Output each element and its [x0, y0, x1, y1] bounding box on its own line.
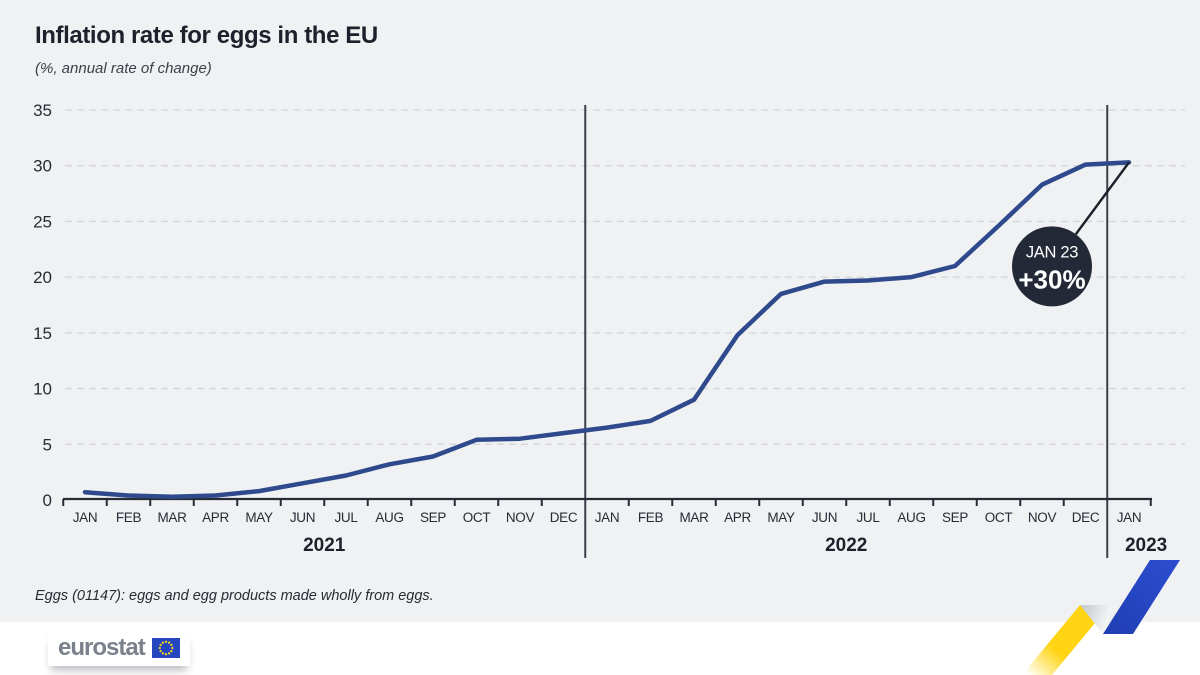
chart-footnote: Eggs (01147): eggs and egg products made…	[35, 588, 434, 604]
zigzag-ribbon-decoration	[1022, 560, 1180, 675]
month-label: FEB	[116, 510, 142, 525]
month-label: JUN	[812, 510, 837, 525]
y-tick-label: 35	[33, 101, 52, 120]
month-label: JAN	[73, 510, 98, 525]
month-label: MAR	[157, 510, 187, 525]
month-label: MAY	[767, 510, 795, 525]
eu-flag-star	[167, 641, 170, 644]
inflation-line-chart: 0 5 10 15 20 25 30 35 JAN FEB MAR APR MAY JUN JUL AUG SE…	[33, 101, 1185, 558]
eurostat-logo-text: eurostat	[58, 634, 146, 661]
y-axis-labels: 0 5 10 15 20 25 30 35	[33, 101, 52, 510]
ribbon-blue-band	[1103, 560, 1180, 634]
eu-flag-star	[170, 646, 174, 650]
ribbon-yellow-band	[1022, 605, 1110, 675]
eu-flag-star	[164, 653, 167, 656]
annotation-circle	[1012, 226, 1092, 307]
footer-band	[0, 622, 1200, 675]
month-label: JUN	[290, 510, 315, 525]
eu-flag-star	[167, 652, 170, 655]
month-label: DEC	[1072, 510, 1100, 525]
y-tick-label: 5	[43, 435, 52, 454]
month-label: JUL	[856, 510, 880, 525]
month-label: APR	[724, 510, 751, 525]
month-labels: JAN FEB MAR APR MAY JUN JUL AUG SEP OCT NOV DEC JAN F…	[73, 510, 1142, 525]
eu-flag-star	[164, 640, 167, 643]
month-label: MAY	[245, 510, 273, 525]
y-tick-label: 20	[33, 268, 52, 287]
month-label: NOV	[506, 510, 535, 525]
y-tick-label: 10	[33, 380, 52, 399]
year-labels: 2021 2022 2023	[303, 535, 1167, 556]
month-label: SEP	[420, 510, 446, 525]
eu-flag-star	[169, 643, 173, 647]
eu-flag-icon	[151, 638, 180, 658]
month-label: MAR	[679, 510, 709, 525]
month-label: SEP	[942, 510, 968, 525]
eu-flag-star	[158, 646, 161, 650]
annotation-callout: JAN 23 +30%	[1012, 161, 1130, 307]
eu-flag-stars	[158, 640, 174, 656]
eu-flag-star	[161, 652, 164, 655]
month-label: FEB	[638, 510, 664, 525]
month-label: APR	[202, 510, 229, 525]
annotation-value-label: +30%	[1018, 264, 1085, 294]
month-label: AUG	[375, 510, 403, 525]
year-label: 2021	[303, 535, 346, 556]
year-separators	[584, 105, 1109, 558]
month-label: NOV	[1028, 510, 1057, 525]
year-label: 2023	[1125, 535, 1167, 556]
y-tick-label: 0	[43, 491, 52, 510]
annotation-date-label: JAN 23	[1026, 243, 1078, 261]
inflation-series-line	[82, 160, 1132, 499]
eu-flag-star	[161, 641, 164, 644]
month-label: DEC	[550, 510, 578, 525]
x-axis	[62, 497, 1152, 506]
month-label: OCT	[985, 510, 1013, 525]
annotation-pointer-line	[1074, 161, 1130, 235]
y-tick-label: 15	[33, 324, 52, 343]
month-label: AUG	[897, 510, 925, 525]
eurostat-logo: eurostat	[48, 632, 190, 666]
month-label: JUL	[334, 510, 358, 525]
eu-flag-star	[159, 649, 162, 653]
eu-flag-star	[169, 649, 173, 653]
month-label: JAN	[595, 510, 620, 525]
month-label: OCT	[463, 510, 491, 525]
gridlines	[65, 109, 1185, 445]
year-label: 2022	[825, 535, 867, 556]
eu-flag-field	[151, 638, 180, 658]
y-tick-label: 25	[33, 212, 52, 231]
chart-subtitle: (%, annual rate of change)	[35, 60, 212, 77]
eu-flag-star	[159, 643, 162, 647]
y-tick-label: 30	[33, 157, 52, 176]
page-title: Inflation rate for eggs in the EU	[35, 22, 378, 49]
month-label: JAN	[1117, 510, 1142, 525]
